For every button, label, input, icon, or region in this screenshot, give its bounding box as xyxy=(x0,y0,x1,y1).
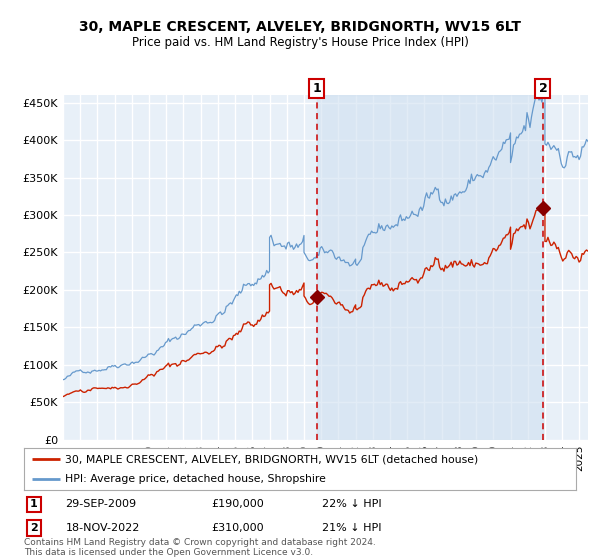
Text: 21% ↓ HPI: 21% ↓ HPI xyxy=(322,523,382,533)
Text: 18-NOV-2022: 18-NOV-2022 xyxy=(65,523,140,533)
Text: 1: 1 xyxy=(313,82,321,95)
Text: £310,000: £310,000 xyxy=(212,523,265,533)
Text: 2: 2 xyxy=(30,523,38,533)
Text: Contains HM Land Registry data © Crown copyright and database right 2024.
This d: Contains HM Land Registry data © Crown c… xyxy=(24,538,376,557)
Text: Price paid vs. HM Land Registry's House Price Index (HPI): Price paid vs. HM Land Registry's House … xyxy=(131,36,469,49)
Text: 2: 2 xyxy=(539,82,547,95)
Bar xyxy=(317,95,543,440)
Text: 30, MAPLE CRESCENT, ALVELEY, BRIDGNORTH, WV15 6LT (detached house): 30, MAPLE CRESCENT, ALVELEY, BRIDGNORTH,… xyxy=(65,454,479,464)
Text: 22% ↓ HPI: 22% ↓ HPI xyxy=(322,500,382,510)
Text: HPI: Average price, detached house, Shropshire: HPI: Average price, detached house, Shro… xyxy=(65,474,326,484)
Text: 30, MAPLE CRESCENT, ALVELEY, BRIDGNORTH, WV15 6LT: 30, MAPLE CRESCENT, ALVELEY, BRIDGNORTH,… xyxy=(79,20,521,34)
Text: £190,000: £190,000 xyxy=(212,500,265,510)
Text: 29-SEP-2009: 29-SEP-2009 xyxy=(65,500,137,510)
Text: 1: 1 xyxy=(30,500,38,510)
